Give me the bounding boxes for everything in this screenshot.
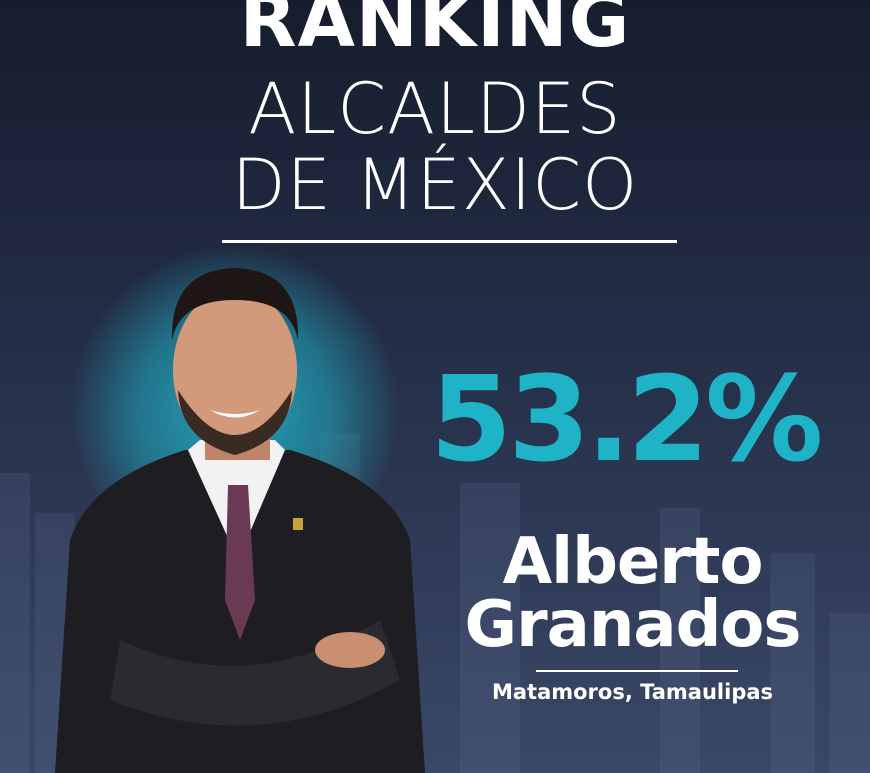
crossed-arms	[110, 620, 400, 726]
title-divider	[222, 240, 677, 243]
approval-percentage: 53.2%	[430, 350, 823, 488]
lapel-pin	[293, 518, 303, 530]
title-ranking: RANKING	[239, 0, 631, 64]
face	[173, 288, 297, 452]
tie	[225, 485, 255, 640]
mayor-first-name: Alberto	[502, 525, 764, 599]
beard	[178, 390, 292, 455]
title-alcaldes: ALCALDES	[248, 68, 622, 150]
hand	[315, 632, 385, 668]
mayor-last-name: Granados	[464, 588, 802, 662]
hair	[171, 268, 299, 340]
smile	[210, 410, 260, 418]
name-divider	[536, 670, 738, 672]
mayor-location: Matamoros, Tamaulipas	[491, 680, 774, 704]
title-de-mexico: DE MÉXICO	[231, 144, 639, 226]
